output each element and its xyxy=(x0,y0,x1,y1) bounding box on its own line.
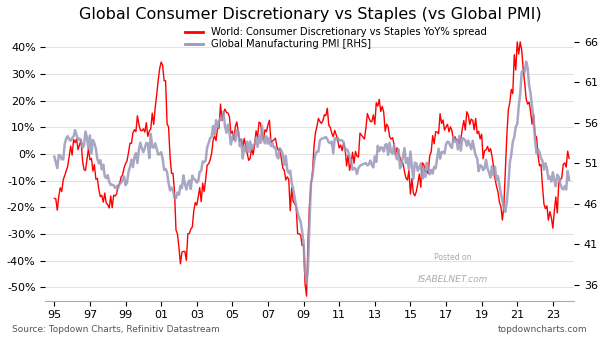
Text: Source: Topdown Charts, Refinitiv Datastream: Source: Topdown Charts, Refinitiv Datast… xyxy=(12,325,220,334)
Text: ISABELNET.com: ISABELNET.com xyxy=(417,275,488,284)
Text: topdowncharts.com: topdowncharts.com xyxy=(497,325,587,334)
Legend: World: Consumer Discretionary vs Staples YoY% spread, Global Manufacturing PMI [: World: Consumer Discretionary vs Staples… xyxy=(183,25,488,51)
Title: Global Consumer Discretionary vs Staples (vs Global PMI): Global Consumer Discretionary vs Staples… xyxy=(79,7,541,22)
Text: Posted on: Posted on xyxy=(434,253,471,262)
